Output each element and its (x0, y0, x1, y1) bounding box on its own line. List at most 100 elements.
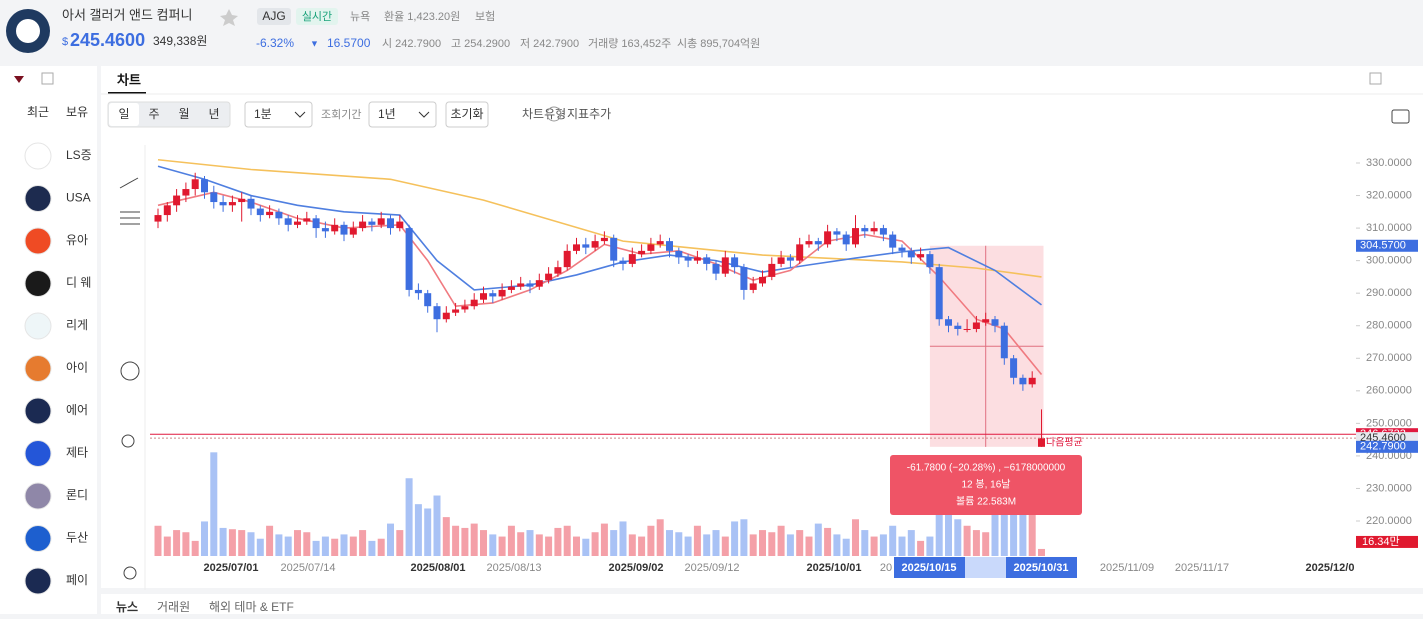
add-indicator[interactable]: 지표추가 (567, 107, 611, 121)
volume-bar (210, 452, 218, 556)
ticker-badge (257, 8, 291, 25)
volume-bar (526, 530, 534, 556)
candle-body (173, 195, 181, 206)
stock-item[interactable]: 페이 (66, 573, 88, 587)
x-tick-label: 2025/08/13 (486, 562, 541, 574)
star[interactable] (220, 9, 238, 26)
candle-body (1038, 438, 1045, 447)
chart-panel (101, 66, 1423, 588)
stock-item[interactable]: 유아 (66, 233, 88, 247)
candle-body (303, 218, 311, 222)
candle-body (396, 221, 404, 229)
candle-body (387, 218, 394, 229)
candle-body (368, 221, 376, 225)
interval[interactable]: 1분 (254, 107, 272, 121)
x-tick-label: 2025/09/12 (684, 562, 739, 574)
volume-bar (991, 514, 999, 556)
reset-button[interactable] (445, 101, 489, 128)
volume-bar (563, 525, 571, 556)
stock-item[interactable]: 론디 (66, 488, 88, 502)
stock-item[interactable]: 디 웨 (66, 276, 91, 290)
camera-icon[interactable] (1391, 109, 1410, 124)
volume-bar (349, 536, 357, 556)
range-select[interactable] (368, 101, 437, 128)
sidebar-tab[interactable]: 보유 (66, 105, 88, 119)
tool-line[interactable] (119, 177, 139, 189)
reset[interactable]: 초기화 (450, 107, 483, 121)
stock-logo (24, 185, 52, 212)
x-label-highlight (894, 557, 965, 578)
volume-bar (591, 532, 599, 556)
bottom-tab[interactable]: 거래원 (157, 600, 190, 614)
plus-icon (546, 106, 562, 122)
stock-logo (24, 397, 52, 425)
stock-item[interactable]: 리게 (66, 318, 88, 332)
stock-item[interactable]: LS증 (66, 148, 92, 162)
volume-bar (610, 530, 618, 556)
tool-zoom[interactable] (121, 434, 135, 448)
candle-body (777, 257, 785, 264)
period[interactable]: 년 (208, 107, 219, 121)
volume-bar (982, 532, 990, 556)
tool-emoji[interactable] (120, 361, 140, 381)
volume-bar (693, 525, 701, 556)
ticker: AJG (262, 9, 285, 23)
candle-body (489, 293, 497, 297)
stock-item[interactable]: 제타 (66, 446, 88, 460)
stock-item[interactable]: 두산 (66, 531, 88, 545)
stock-item[interactable]: 에어 (66, 403, 88, 417)
chart-type[interactable]: 차트유형 (522, 107, 566, 121)
volume-bar (833, 534, 841, 556)
period[interactable]: 월 (178, 107, 189, 121)
market: 뉴욕 (350, 10, 370, 23)
volume-bar (972, 530, 980, 556)
chevron (418, 111, 430, 118)
volume-bar (917, 540, 925, 556)
candle-body (275, 211, 283, 219)
header-bg (0, 0, 1423, 62)
range[interactable]: 1년 (378, 107, 396, 121)
candle-body (284, 218, 292, 225)
period[interactable]: 주 (148, 107, 159, 121)
volume-bar (954, 519, 962, 556)
volume-bar (433, 495, 441, 556)
volume-bar (1010, 495, 1018, 556)
market-cap: 시총 895,704억원 (677, 37, 760, 50)
candle-body (554, 267, 562, 274)
bottom-tab[interactable]: 해외 테마 & ETF (209, 600, 294, 614)
volume-bar (414, 504, 422, 556)
sidebar-tab[interactable]: 최근 (27, 105, 49, 119)
volume-bar (582, 538, 590, 556)
stock-item[interactable]: 아이 (66, 361, 88, 375)
chart-tab[interactable]: 차트 (117, 72, 141, 87)
interval-select[interactable] (244, 101, 313, 128)
candle-body (414, 289, 422, 294)
expand-icon[interactable] (1369, 72, 1382, 85)
stock-item[interactable]: USA (66, 191, 91, 205)
volume-bar (879, 534, 887, 556)
candle-body (1019, 377, 1027, 385)
bottom-tab[interactable]: 뉴스 (116, 600, 138, 614)
volume-bar (638, 536, 646, 556)
candle-body (628, 254, 636, 264)
volume: 거래량 163,452주 (588, 37, 671, 50)
candle-body (991, 319, 999, 326)
candle-body (712, 263, 720, 274)
volume-bar (201, 521, 208, 556)
candle-body (954, 325, 962, 329)
candle-body (768, 263, 776, 277)
candle-body (619, 260, 627, 264)
price-marker (1356, 440, 1418, 453)
tool-eye[interactable] (123, 566, 137, 580)
range-band (965, 557, 1006, 578)
candle-body (582, 244, 590, 248)
y-tick-label: 260.0000 (1366, 385, 1412, 397)
measure-text: 볼륨 22.583M (956, 496, 1016, 508)
sidebar-collapse[interactable] (14, 76, 24, 83)
expand-icon[interactable] (41, 72, 54, 85)
period[interactable]: 일 (118, 107, 129, 121)
x-tick-label: 2025/11/09 (1100, 562, 1154, 574)
candle-body (210, 192, 218, 203)
